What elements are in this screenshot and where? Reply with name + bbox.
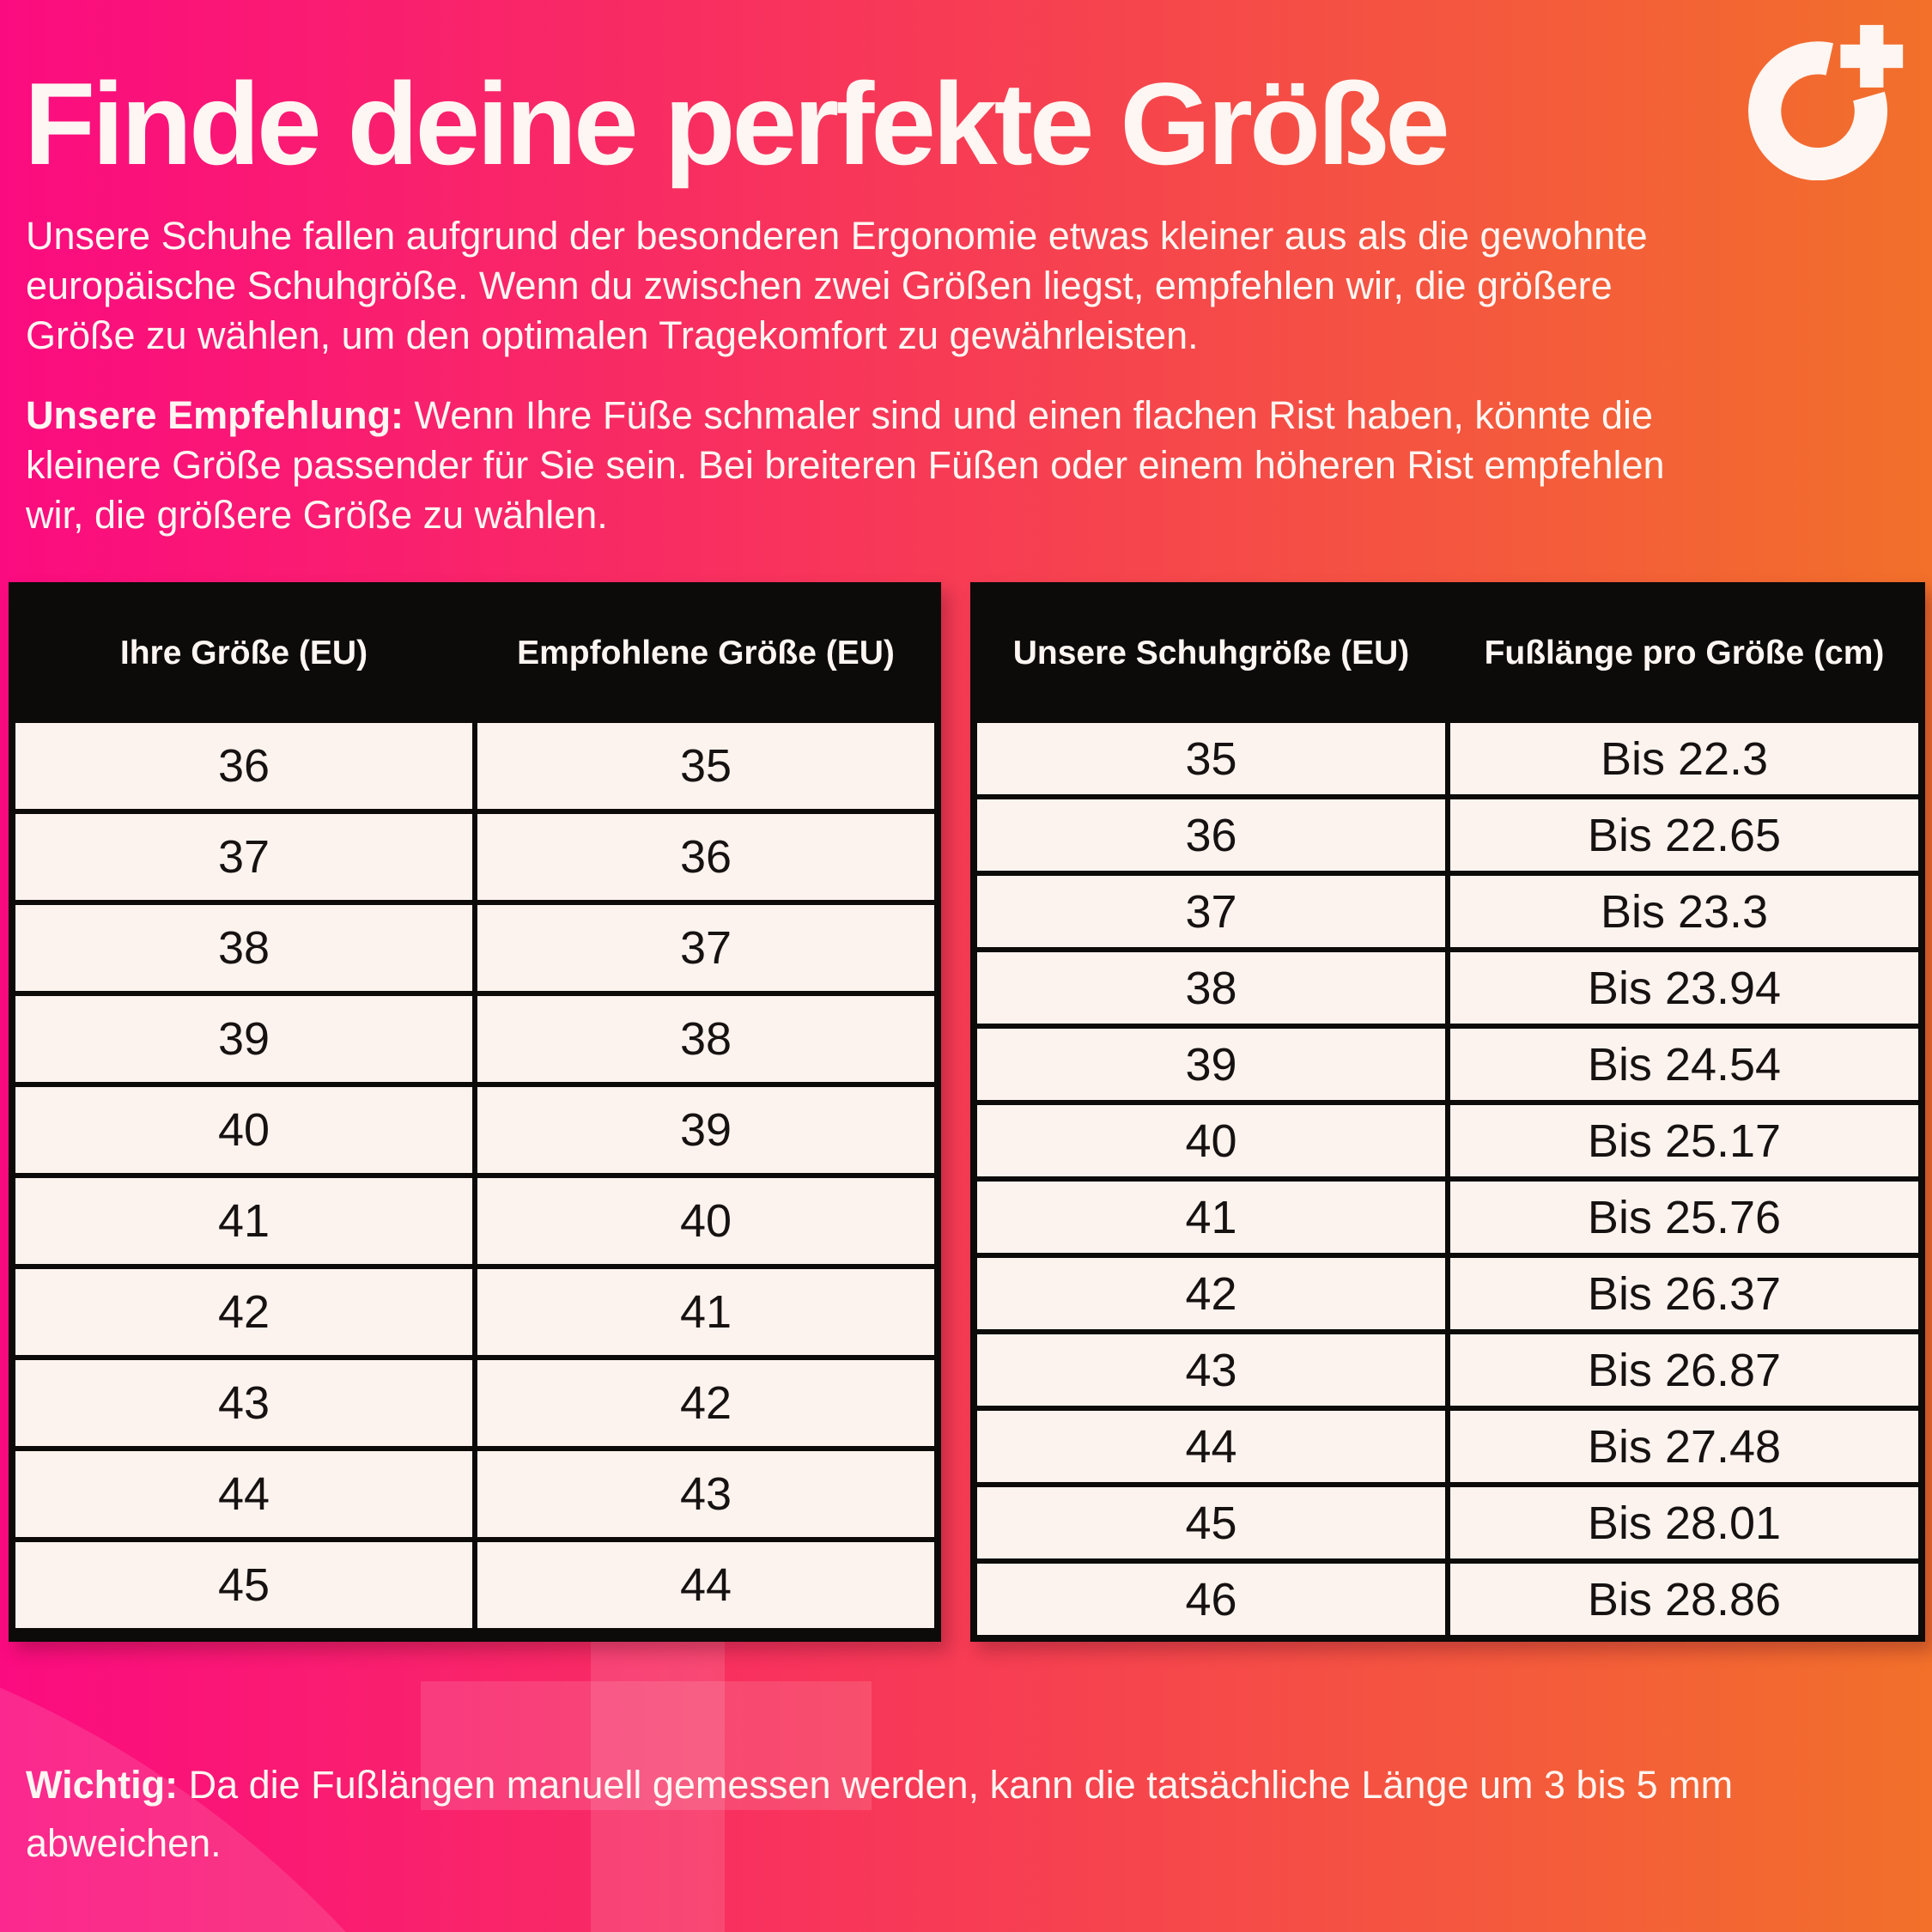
footnote: Wichtig: Da die Fußlängen manuell gemess…: [26, 1756, 1915, 1873]
recommendation-line: kleinere Größe passender für Sie sein. B…: [26, 443, 1665, 487]
table-cell: Bis 22.65: [1450, 799, 1918, 871]
table-cell: 45: [977, 1487, 1445, 1558]
table-cell: 44: [15, 1451, 472, 1537]
table-cell: 44: [977, 1411, 1445, 1482]
recommendation-lead: Unsere Empfehlung:: [26, 393, 404, 437]
table-cell: 37: [977, 876, 1445, 947]
table-cell: 38: [477, 996, 934, 1082]
table-cell: 41: [15, 1178, 472, 1264]
intro-line: Größe zu wählen, um den optimalen Tragek…: [26, 313, 1199, 357]
column-header: Unsere Schuhgröße (EU): [977, 589, 1445, 718]
recommendation-line: wir, die größere Größe zu wählen.: [26, 493, 608, 537]
footnote-line: Wichtig: Da die Fußlängen manuell gemess…: [26, 1763, 1733, 1807]
brand-logo-icon: [1748, 25, 1904, 180]
table-cell: Bis 28.01: [1450, 1487, 1918, 1558]
table-cell: Bis 27.48: [1450, 1411, 1918, 1482]
table-cell: 36: [977, 799, 1445, 871]
column-header: Empfohlene Größe (EU): [477, 589, 934, 718]
table-cell: 42: [15, 1269, 472, 1355]
table-cell: 40: [477, 1178, 934, 1264]
foot-length-table: Unsere Schuhgröße (EU) Fußlänge pro Größ…: [970, 582, 1925, 1642]
table-cell: 46: [977, 1564, 1445, 1635]
table-cell: Bis 25.17: [1450, 1105, 1918, 1176]
column-header: Fußlänge pro Größe (cm): [1450, 589, 1918, 718]
table-cell: 37: [477, 905, 934, 991]
table-cell: Bis 25.76: [1450, 1182, 1918, 1253]
table-cell: 38: [15, 905, 472, 991]
intro-paragraph: Unsere Schuhe fallen aufgrund der besond…: [26, 211, 1915, 361]
table-cell: 41: [977, 1182, 1445, 1253]
intro-line: Unsere Schuhe fallen aufgrund der besond…: [26, 214, 1648, 258]
intro-line: europäische Schuhgröße. Wenn du zwischen…: [26, 264, 1613, 307]
recommendation-paragraph: Unsere Empfehlung: Wenn Ihre Füße schmal…: [26, 391, 1915, 540]
table-cell: Bis 24.54: [1450, 1029, 1918, 1100]
size-recommendation-table: Ihre Größe (EU) Empfohlene Größe (EU) 36…: [9, 582, 941, 1642]
table-cell: 40: [977, 1105, 1445, 1176]
table-cell: 39: [977, 1029, 1445, 1100]
table-cell: 39: [477, 1087, 934, 1173]
table-cell: 45: [15, 1542, 472, 1628]
size-tables: Ihre Größe (EU) Empfohlene Größe (EU) 36…: [9, 582, 1925, 1642]
table-cell: 41: [477, 1269, 934, 1355]
table-cell: 35: [477, 723, 934, 809]
table-cell: 42: [477, 1360, 934, 1446]
column-header: Ihre Größe (EU): [15, 589, 472, 718]
recommendation-line: Unsere Empfehlung: Wenn Ihre Füße schmal…: [26, 393, 1653, 437]
table-cell: 36: [477, 814, 934, 900]
recommendation-line-text: Wenn Ihre Füße schmaler sind und einen f…: [404, 393, 1654, 437]
table-cell: 40: [15, 1087, 472, 1173]
table-cell: Bis 23.3: [1450, 876, 1918, 947]
table-cell: 42: [977, 1258, 1445, 1329]
table-cell: 36: [15, 723, 472, 809]
table-cell: Bis 28.86: [1450, 1564, 1918, 1635]
table-cell: 39: [15, 996, 472, 1082]
footnote-line-text: Da die Fußlängen manuell gemessen werden…: [178, 1763, 1734, 1807]
footnote-line: abweichen.: [26, 1821, 222, 1865]
table-cell: 38: [977, 952, 1445, 1024]
table-cell: 44: [477, 1542, 934, 1628]
table-cell: 43: [15, 1360, 472, 1446]
table-cell: Bis 26.87: [1450, 1334, 1918, 1406]
table-cell: Bis 22.3: [1450, 723, 1918, 794]
table-cell: 43: [977, 1334, 1445, 1406]
table-cell: 35: [977, 723, 1445, 794]
table-cell: Bis 23.94: [1450, 952, 1918, 1024]
table-cell: 43: [477, 1451, 934, 1537]
footnote-lead: Wichtig:: [26, 1763, 179, 1807]
page-title: Finde deine perfekte Größe: [24, 58, 1450, 189]
table-cell: 37: [15, 814, 472, 900]
table-cell: Bis 26.37: [1450, 1258, 1918, 1329]
